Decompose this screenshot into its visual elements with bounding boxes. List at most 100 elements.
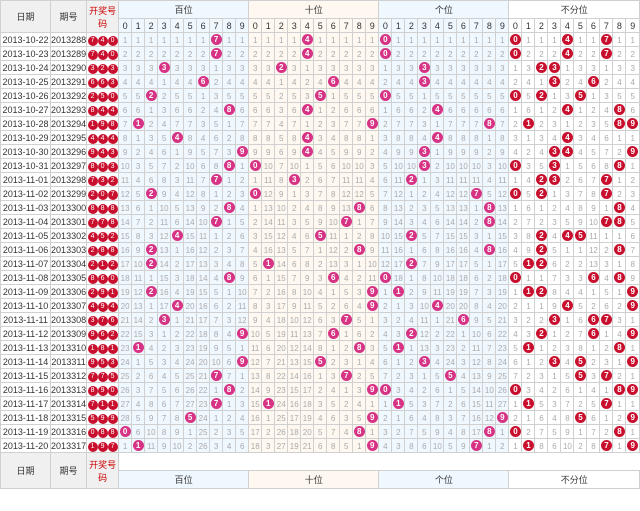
cell-ge-1: 1 bbox=[392, 355, 405, 369]
cell-bai-9: 6 bbox=[236, 103, 249, 117]
cell-winning: 890 bbox=[87, 383, 119, 397]
cell-shi-0: 17 bbox=[249, 425, 262, 439]
cell-winning: 198 bbox=[87, 117, 119, 131]
cell-ge-9: 7 bbox=[496, 117, 509, 131]
cell-shi-0: 0 bbox=[249, 187, 262, 201]
cell-ge-4: 5 bbox=[431, 89, 444, 103]
cell-shi-7: 2 bbox=[340, 47, 353, 61]
cell-shi-9: 9 bbox=[366, 383, 379, 397]
cell-bai-1: 11 bbox=[132, 271, 145, 285]
cell-bai-6: 3 bbox=[197, 117, 210, 131]
cell-bf-3: 4 bbox=[548, 131, 561, 145]
cell-ge-0: 1 bbox=[379, 103, 392, 117]
table-row: 2013-10-22201328874011111117111111411111… bbox=[1, 33, 640, 47]
cell-ge-9: 6 bbox=[496, 103, 509, 117]
cell-ge-8: 8 bbox=[483, 201, 496, 215]
cell-bf-9: 6 bbox=[626, 103, 640, 117]
cell-bf-4: 4 bbox=[561, 355, 574, 369]
cell-date: 2013-11-04 bbox=[1, 215, 51, 229]
cell-bf-5: 9 bbox=[574, 215, 587, 229]
cell-shi-0: 1 bbox=[249, 33, 262, 47]
cell-shi-7: 3 bbox=[340, 61, 353, 75]
cell-ge-6: 1 bbox=[457, 33, 470, 47]
cell-shi-0: 8 bbox=[249, 131, 262, 145]
cell-bai-0: 17 bbox=[119, 257, 132, 271]
cell-shi-2: 4 bbox=[275, 117, 288, 131]
cell-bai-5: 18 bbox=[184, 271, 197, 285]
cell-ge-3: 7 bbox=[418, 257, 431, 271]
cell-bai-8: 8 bbox=[223, 103, 236, 117]
cell-bf-0: 1 bbox=[509, 285, 522, 299]
cell-shi-4: 14 bbox=[301, 341, 314, 355]
cell-bf-2: 2 bbox=[535, 355, 548, 369]
cell-bai-7: 9 bbox=[210, 341, 223, 355]
cell-bai-3: 8 bbox=[158, 173, 171, 187]
digit-header-bai-4: 4 bbox=[171, 19, 184, 33]
cell-ge-3: 3 bbox=[418, 117, 431, 131]
cell-bai-4: 4 bbox=[171, 285, 184, 299]
cell-ge-3: 3 bbox=[418, 201, 431, 215]
cell-ge-0: 12 bbox=[379, 257, 392, 271]
cell-bf-6: 6 bbox=[587, 313, 600, 327]
cell-bai-9: 2 bbox=[236, 47, 249, 61]
cell-bf-8: 1 bbox=[613, 229, 626, 243]
cell-bf-6: 3 bbox=[587, 117, 600, 131]
cell-bf-1: 4 bbox=[522, 173, 535, 187]
cell-shi-3: 11 bbox=[288, 327, 301, 341]
cell-bai-2: 11 bbox=[145, 439, 158, 453]
cell-shi-6: 1 bbox=[327, 89, 340, 103]
cell-winning: 663 bbox=[87, 75, 119, 89]
cell-ge-9: 4 bbox=[496, 75, 509, 89]
cell-issue: 2013302 bbox=[51, 229, 87, 243]
cell-ge-9: 27 bbox=[496, 397, 509, 411]
cell-shi-2: 9 bbox=[275, 187, 288, 201]
cell-bf-8: 2 bbox=[613, 187, 626, 201]
cell-bai-9: 7 bbox=[236, 243, 249, 257]
cell-bf-6: 3 bbox=[587, 369, 600, 383]
cell-bf-3: 2 bbox=[548, 47, 561, 61]
cell-bai-1: 1 bbox=[132, 355, 145, 369]
cell-shi-1: 1 bbox=[262, 397, 275, 411]
cell-shi-6: 3 bbox=[327, 117, 340, 131]
cell-bf-9: 5 bbox=[626, 89, 640, 103]
cell-bf-3: 3 bbox=[548, 215, 561, 229]
cell-ge-6: 1 bbox=[457, 327, 470, 341]
cell-ge-6: 16 bbox=[457, 243, 470, 257]
cell-shi-5: 5 bbox=[314, 89, 327, 103]
cell-bf-6: 4 bbox=[587, 131, 600, 145]
cell-bai-8: 5 bbox=[223, 89, 236, 103]
cell-ge-1: 15 bbox=[392, 229, 405, 243]
cell-ge-1: 14 bbox=[392, 215, 405, 229]
cell-ge-5: 9 bbox=[444, 145, 457, 159]
cell-bai-7: 5 bbox=[210, 117, 223, 131]
cell-bf-5: 1 bbox=[574, 103, 587, 117]
cell-winning: 803 bbox=[87, 159, 119, 173]
cell-ge-4: 3 bbox=[431, 173, 444, 187]
cell-bai-3: 9 bbox=[158, 187, 171, 201]
cell-ge-7: 14 bbox=[470, 383, 483, 397]
cell-bf-8: 2 bbox=[613, 145, 626, 159]
cell-bai-3: 15 bbox=[158, 271, 171, 285]
cell-issue: 2013303 bbox=[51, 243, 87, 257]
cell-ge-3: 6 bbox=[418, 439, 431, 453]
cell-bai-4: 4 bbox=[171, 187, 184, 201]
cell-shi-7: 5 bbox=[340, 89, 353, 103]
cell-bf-1: 1 bbox=[522, 397, 535, 411]
cell-bf-9: 5 bbox=[626, 215, 640, 229]
cell-shi-0: 12 bbox=[249, 355, 262, 369]
cell-winning: 740 bbox=[87, 33, 119, 47]
cell-bf-0: 1 bbox=[509, 201, 522, 215]
cell-bai-8: 2 bbox=[223, 187, 236, 201]
cell-bai-1: 12 bbox=[132, 285, 145, 299]
cell-ge-1: 2 bbox=[392, 47, 405, 61]
cell-ge-7: 4 bbox=[470, 243, 483, 257]
cell-shi-2: 1 bbox=[275, 33, 288, 47]
cell-bf-0: 0 bbox=[509, 187, 522, 201]
cell-ge-4: 4 bbox=[431, 355, 444, 369]
cell-bai-4: 1 bbox=[171, 313, 184, 327]
cell-bai-8: 2 bbox=[223, 411, 236, 425]
cell-bai-7: 6 bbox=[210, 131, 223, 145]
digit-header-ge-9: 9 bbox=[496, 19, 509, 33]
cell-bai-2: 6 bbox=[145, 173, 158, 187]
cell-shi-8: 9 bbox=[353, 145, 366, 159]
